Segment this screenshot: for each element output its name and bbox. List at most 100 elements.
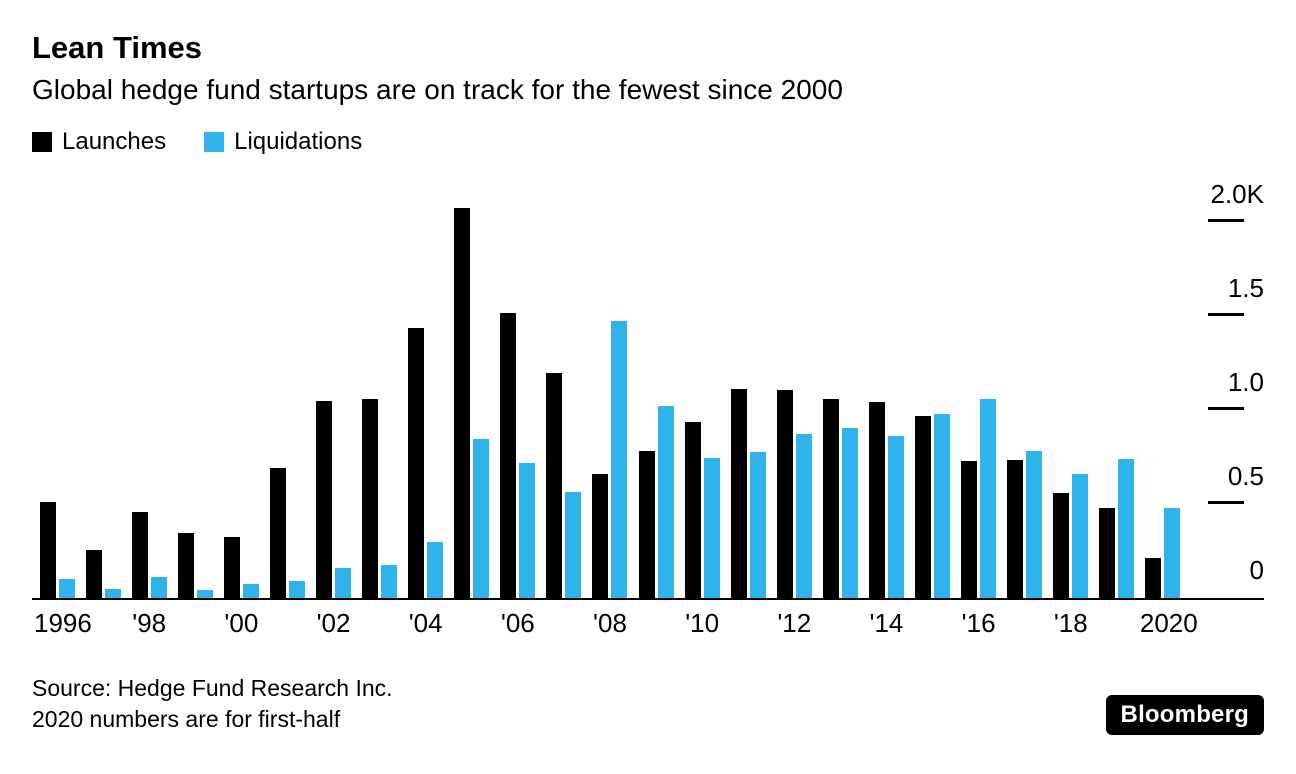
x-axis-label-2019 <box>1094 608 1140 639</box>
y-tick-line-1.0 <box>1208 407 1244 410</box>
bar-launches-2002 <box>316 401 332 598</box>
x-axis-label-2003 <box>357 608 403 639</box>
y-axis-label-2.0K: 2.0K <box>1210 179 1265 209</box>
bar-group-2019 <box>1094 459 1140 598</box>
bar-launches-2007 <box>546 373 563 598</box>
bar-group-2004 <box>403 328 449 598</box>
bar-group-1997 <box>80 550 126 598</box>
y-axis-label-0.5: 0.5 <box>1227 461 1264 491</box>
bar-group-2002 <box>310 401 356 598</box>
bar-liquidations-2000 <box>242 584 259 598</box>
legend-label-liquidations: Liquidations <box>234 128 363 155</box>
x-axis-label-1997 <box>80 608 126 639</box>
legend-swatch-launches <box>32 132 52 152</box>
bar-launches-2010 <box>684 422 701 598</box>
bar-liquidations-2019 <box>1118 459 1135 598</box>
x-axis-label-2001 <box>264 608 310 639</box>
y-tick-line-1.5 <box>1208 313 1244 316</box>
bar-group-2012 <box>771 390 817 598</box>
source-note: Source: Hedge Fund Research Inc. 2020 nu… <box>32 673 393 735</box>
y-tick-line-2.0K <box>1208 219 1244 222</box>
bar-group-2010 <box>679 422 725 598</box>
bar-launches-2015 <box>915 416 932 598</box>
bar-liquidations-2001 <box>288 581 305 598</box>
x-axis-label-2016: '16 <box>961 608 996 638</box>
bar-group-2007 <box>541 373 587 598</box>
bar-liquidations-2018 <box>1072 474 1089 598</box>
bar-liquidations-1996 <box>58 579 75 598</box>
bar-launches-2001 <box>269 468 286 598</box>
bar-group-1996 <box>34 502 80 598</box>
bar-liquidations-1998 <box>150 577 167 598</box>
footer: Source: Hedge Fund Research Inc. 2020 nu… <box>32 673 1264 736</box>
x-axis-label-2002: '02 <box>316 608 351 638</box>
bar-group-2005 <box>449 208 495 598</box>
bar-group-2001 <box>264 468 310 598</box>
x-axis-label-2018: '18 <box>1053 608 1088 638</box>
bar-liquidations-2004 <box>427 542 444 598</box>
bar-liquidations-2006 <box>519 463 536 598</box>
source-line-1: Source: Hedge Fund Research Inc. <box>32 675 393 701</box>
x-axis-label-2017 <box>1002 608 1048 639</box>
bar-launches-1999 <box>177 533 194 598</box>
bar-liquidations-2003 <box>381 565 398 598</box>
legend-swatch-liquidations <box>204 132 225 152</box>
bar-launches-2000 <box>223 537 240 598</box>
bar-group-1999 <box>172 533 218 598</box>
bar-liquidations-2007 <box>565 492 582 598</box>
x-axis-label-2005 <box>449 608 495 639</box>
legend: Launches Liquidations <box>32 128 1264 156</box>
legend-item-launches: Launches <box>32 128 166 156</box>
y-axis-label-1.5: 1.5 <box>1227 273 1264 303</box>
bar-launches-2006 <box>500 313 517 598</box>
x-axis-label-2015 <box>909 608 955 639</box>
bar-group-2015 <box>909 414 955 598</box>
x-axis-label-2009 <box>633 608 679 639</box>
bar-liquidations-2014 <box>887 436 904 598</box>
bar-group-2016 <box>956 399 1002 598</box>
bar-liquidations-2017 <box>1026 451 1043 598</box>
bar-liquidations-2010 <box>703 458 720 598</box>
bar-liquidations-2015 <box>934 414 951 598</box>
bar-group-2013 <box>817 399 863 598</box>
bar-group-2009 <box>633 406 679 598</box>
bar-liquidations-2020 <box>1164 508 1181 598</box>
bar-group-2006 <box>495 313 541 598</box>
y-axis-label-0: 0 <box>1249 555 1264 585</box>
bar-group-2008 <box>587 321 633 598</box>
bar-group-2011 <box>725 389 771 598</box>
x-axis-label-2008: '08 <box>593 608 627 638</box>
source-line-2: 2020 numbers are for first-half <box>32 706 341 733</box>
x-axis-label-1996: 1996 <box>34 608 92 638</box>
bar-liquidations-2005 <box>473 439 490 598</box>
bar-group-2003 <box>357 399 403 598</box>
chart-title: Lean Times <box>32 30 203 65</box>
bar-group-2020 <box>1140 508 1186 598</box>
x-axis-label-2007 <box>541 608 587 639</box>
legend-item-liquidations: Liquidations <box>204 128 362 156</box>
bar-liquidations-2016 <box>980 399 997 598</box>
x-axis-label-2014: '14 <box>869 608 904 638</box>
bar-launches-2003 <box>362 399 379 598</box>
x-axis-label-2011 <box>725 608 771 639</box>
x-axis-label-2013 <box>817 608 863 639</box>
bar-launches-2013 <box>822 399 839 598</box>
bar-launches-1996 <box>39 502 56 598</box>
bar-group-1998 <box>126 512 172 598</box>
bar-chart: 0 0.5 1.0 1.5 2.0K <box>32 179 1265 600</box>
bar-liquidations-2008 <box>611 321 628 598</box>
x-axis-label-2012: '12 <box>777 608 812 638</box>
x-axis-label-2004: '04 <box>408 608 443 638</box>
bar-group-2017 <box>1002 451 1048 598</box>
bar-launches-2017 <box>1007 460 1024 598</box>
x-axis-label-1998: '98 <box>132 608 167 638</box>
bar-liquidations-2013 <box>841 428 858 598</box>
x-axis-labels: 1996 '98 '00 '02 '04 '06 '08 '10 '12 '14 '16 '18 202… <box>34 608 1198 639</box>
bar-launches-1997 <box>85 550 102 598</box>
bar-launches-1998 <box>131 512 148 598</box>
x-axis-label-2010: '10 <box>685 608 720 638</box>
bar-liquidations-2009 <box>657 406 674 598</box>
bar-launches-2012 <box>776 390 793 598</box>
bar-liquidations-1999 <box>196 590 213 598</box>
